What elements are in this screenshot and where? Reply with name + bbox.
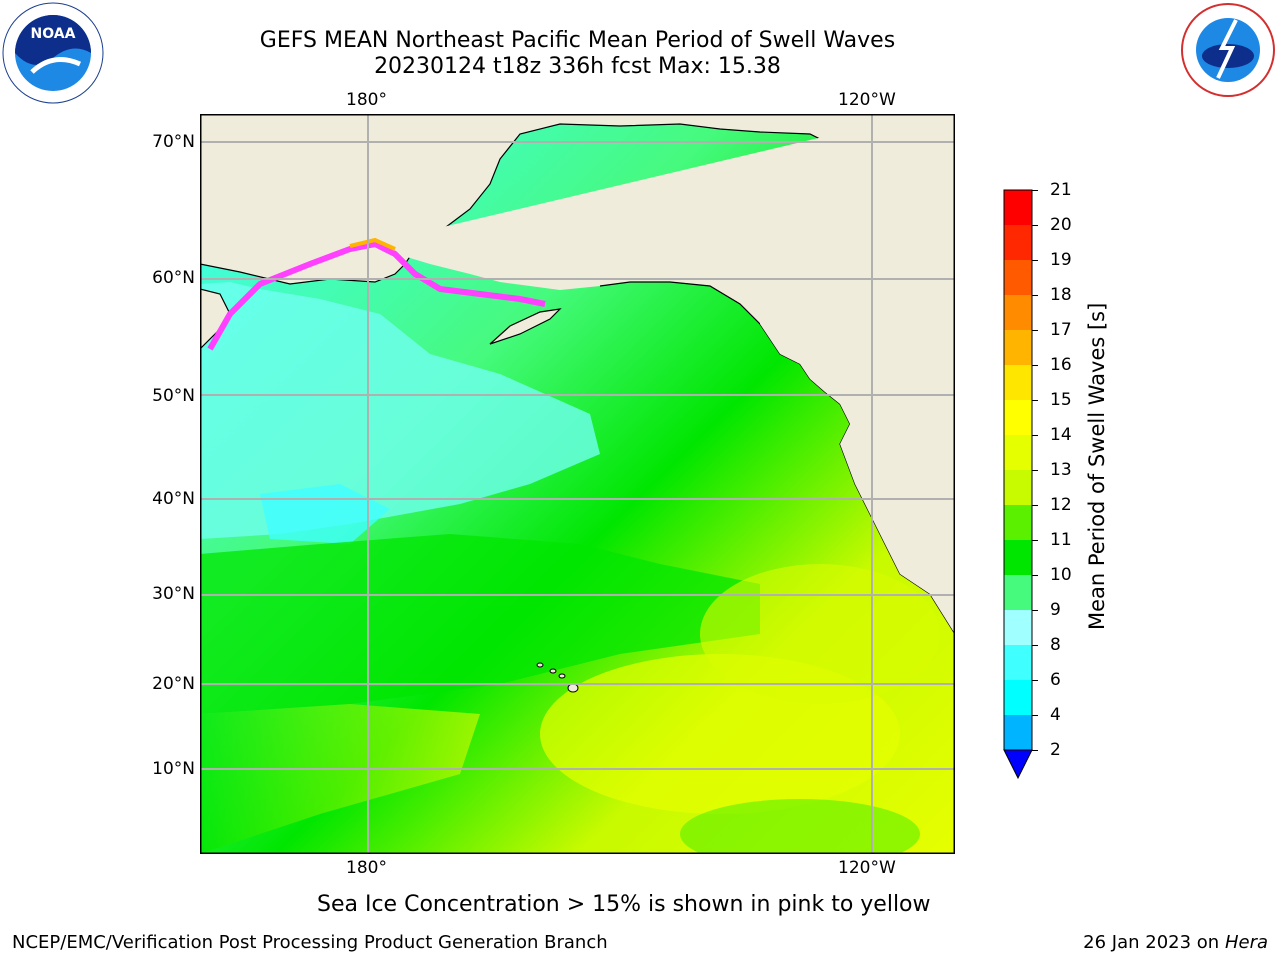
map-panel[interactable] <box>199 113 956 869</box>
colorbar-tick-label: 14 <box>1050 425 1072 445</box>
colorbar-tick-mark <box>1032 750 1038 751</box>
colorbar-bin <box>1004 260 1032 295</box>
colorbar-bin <box>1004 645 1032 680</box>
colorbar-bin <box>1004 540 1032 575</box>
colorbar-tick-mark <box>1032 680 1038 681</box>
colorbar-tick-mark <box>1032 610 1038 611</box>
colorbar-bin <box>1004 435 1032 470</box>
lon-label-bottom-180: 180° <box>346 858 387 878</box>
colorbar-tick-label: 12 <box>1050 495 1072 515</box>
noaa-logo-text: NOAA <box>31 26 76 42</box>
colorbar-tick-mark <box>1032 400 1038 401</box>
colorbar-tick-mark <box>1032 295 1038 296</box>
colorbar-tick-mark <box>1032 470 1038 471</box>
colorbar-tick-label: 8 <box>1050 635 1061 655</box>
colorbar-tick-mark <box>1032 645 1038 646</box>
colorbar-bins <box>1003 189 1033 780</box>
footer-left: NCEP/EMC/Verification Post Processing Pr… <box>12 932 608 953</box>
green-swell-belt <box>200 534 760 714</box>
colorbar-tick-mark <box>1032 190 1038 191</box>
colorbar <box>1000 186 1040 786</box>
lat-label-20n: 20°N <box>152 674 195 694</box>
colorbar-bin <box>1004 330 1032 365</box>
colorbar-tick-label: 20 <box>1050 215 1072 235</box>
colorbar-bin <box>1004 225 1032 260</box>
colorbar-tick-label: 4 <box>1050 705 1061 725</box>
colorbar-tick-label: 9 <box>1050 600 1061 620</box>
lat-label-10n: 10°N <box>152 759 195 779</box>
colorbar-tick-label: 19 <box>1050 250 1072 270</box>
cyan-swell-zone <box>200 282 600 539</box>
colorbar-tick-mark <box>1032 435 1038 436</box>
chart-title: GEFS MEAN Northeast Pacific Mean Period … <box>259 28 896 53</box>
noaa-logo: NOAA <box>2 2 104 104</box>
map-frame <box>200 114 955 854</box>
south-green-zone <box>200 704 480 854</box>
colorbar-tick-label: 21 <box>1050 180 1072 200</box>
colorbar-extend-triangle <box>1003 749 1033 780</box>
lat-label-50n: 50°N <box>152 386 195 406</box>
colorbar-tick-mark <box>1032 365 1038 366</box>
colorbar-tick-mark <box>1032 575 1038 576</box>
colorbar-bin <box>1004 365 1032 400</box>
colorbar-tick-label: 11 <box>1050 530 1072 550</box>
colorbar-bin <box>1004 715 1032 750</box>
colorbar-tick-mark <box>1032 260 1038 261</box>
colorbar-tick-label: 13 <box>1050 460 1072 480</box>
chart-subtitle: 20230124 t18z 336h fcst Max: 15.38 <box>374 54 781 79</box>
lat-label-60n: 60°N <box>152 268 195 288</box>
yellow-swell-zone-2 <box>700 564 940 704</box>
land-alaska-peninsula <box>489 308 562 345</box>
lon-label-top-180: 180° <box>346 90 387 110</box>
colorbar-tick-mark <box>1032 715 1038 716</box>
colorbar-tick-label: 16 <box>1050 355 1072 375</box>
lat-label-40n: 40°N <box>152 489 195 509</box>
green-south-patch <box>680 799 920 869</box>
colorbar-bin <box>1004 190 1032 225</box>
hawaii-islands <box>536 662 579 693</box>
colorbar-tick-label: 6 <box>1050 670 1061 690</box>
colorbar-tick-label: 17 <box>1050 320 1072 340</box>
lon-label-bottom-120w: 120°W <box>838 858 896 878</box>
sea-ice-edge-yellow <box>349 237 396 251</box>
colorbar-tick-label: 10 <box>1050 565 1072 585</box>
colorbar-tick-mark <box>1032 225 1038 226</box>
colorbar-bin <box>1004 505 1032 540</box>
colorbar-tick-mark <box>1032 505 1038 506</box>
colorbar-tick-mark <box>1032 330 1038 331</box>
colorbar-bin <box>1004 610 1032 645</box>
footer-date: 26 Jan 2023 on <box>1083 932 1225 953</box>
colorbar-tick-mark <box>1032 540 1038 541</box>
colorbar-bin <box>1004 575 1032 610</box>
colorbar-tick-label: 18 <box>1050 285 1072 305</box>
map-canvas <box>199 113 956 869</box>
sea-ice-edge <box>207 240 546 351</box>
colorbar-bin <box>1004 400 1032 435</box>
colorbar-bin <box>1004 680 1032 715</box>
colorbar-tick-label: 2 <box>1050 740 1061 760</box>
gridlines <box>200 114 955 854</box>
lat-label-30n: 30°N <box>152 584 195 604</box>
nws-logo <box>1176 0 1280 100</box>
footer-host: Hera <box>1224 932 1268 953</box>
colorbar-bin <box>1004 295 1032 330</box>
colorbar-title: Mean Period of Swell Waves [s] <box>1085 302 1109 630</box>
footer-right: 26 Jan 2023 on Hera <box>1083 932 1268 954</box>
lon-label-top-120w: 120°W <box>838 90 896 110</box>
colorbar-bin <box>1004 470 1032 505</box>
colorbar-tick-label: 15 <box>1050 390 1072 410</box>
sea-ice-caption: Sea Ice Concentration > 15% is shown in … <box>317 892 931 917</box>
lat-label-70n: 70°N <box>152 132 195 152</box>
